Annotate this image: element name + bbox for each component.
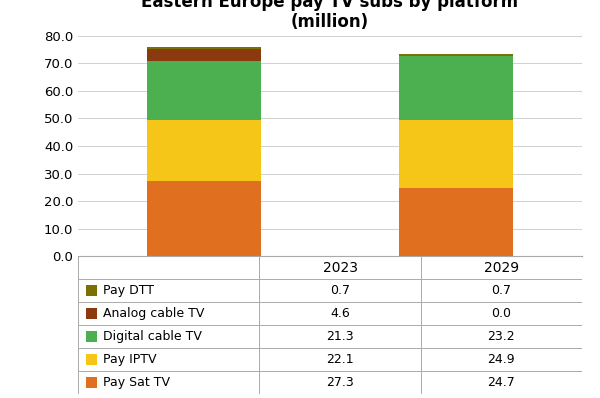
Text: Analog cable TV: Analog cable TV <box>103 307 204 320</box>
Text: 22.1: 22.1 <box>326 353 354 366</box>
FancyBboxPatch shape <box>86 377 97 388</box>
Bar <box>148 49 261 61</box>
Text: Digital cable TV: Digital cable TV <box>103 330 202 343</box>
Bar <box>400 119 513 188</box>
Text: 23.2: 23.2 <box>488 330 515 343</box>
Text: Pay Sat TV: Pay Sat TV <box>103 376 170 389</box>
FancyBboxPatch shape <box>86 308 97 319</box>
Bar <box>148 120 261 181</box>
FancyBboxPatch shape <box>86 331 97 342</box>
Bar <box>148 47 261 49</box>
Bar <box>400 54 513 56</box>
Text: 0.7: 0.7 <box>330 284 350 297</box>
Text: 4.6: 4.6 <box>330 307 350 320</box>
Text: 27.3: 27.3 <box>326 376 354 389</box>
FancyBboxPatch shape <box>86 285 97 297</box>
Text: Pay DTT: Pay DTT <box>103 284 154 297</box>
Bar <box>400 188 513 256</box>
Title: Eastern Europe pay TV subs by platform
(million): Eastern Europe pay TV subs by platform (… <box>142 0 518 31</box>
Text: 21.3: 21.3 <box>326 330 354 343</box>
Text: 0.7: 0.7 <box>491 284 511 297</box>
Text: Pay IPTV: Pay IPTV <box>103 353 156 366</box>
Text: 2023: 2023 <box>323 261 358 275</box>
FancyBboxPatch shape <box>86 354 97 365</box>
Bar <box>148 61 261 120</box>
Text: 0.0: 0.0 <box>491 307 511 320</box>
Bar <box>148 181 261 256</box>
Text: 24.7: 24.7 <box>487 376 515 389</box>
Text: 2029: 2029 <box>484 261 519 275</box>
Text: 24.9: 24.9 <box>488 353 515 366</box>
Bar <box>400 56 513 119</box>
